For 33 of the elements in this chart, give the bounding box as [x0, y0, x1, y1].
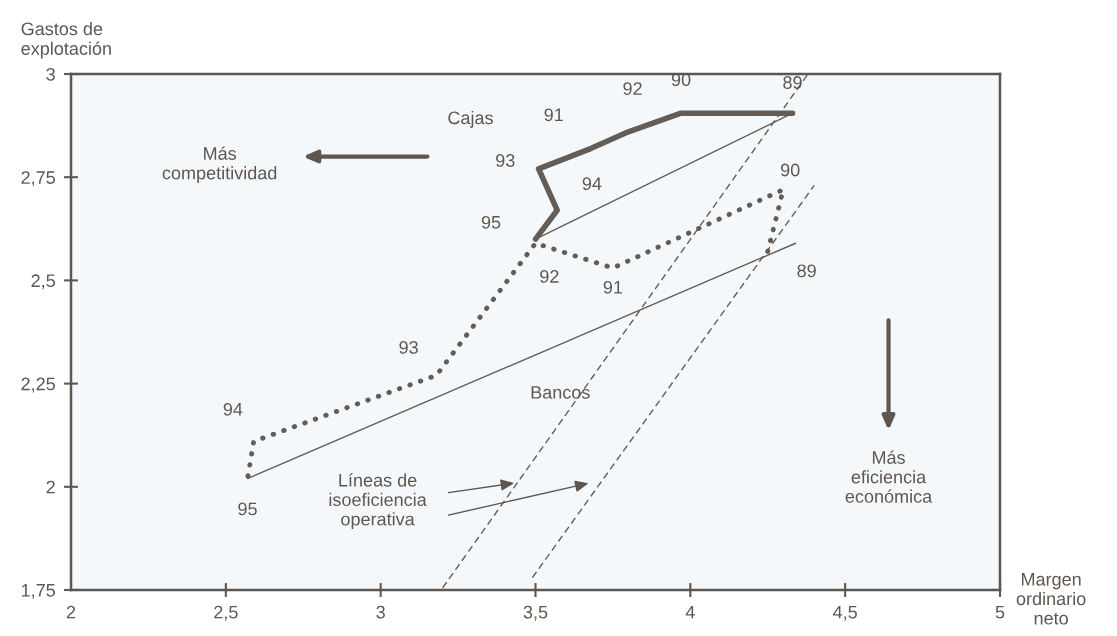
- y-tick-label: 1,75: [21, 584, 55, 599]
- annotation: 89: [797, 264, 816, 278]
- annotation: 91: [603, 280, 623, 294]
- annotation: Líneas de isoeficiencia operativa: [329, 473, 427, 530]
- x-tick-label: 2,5: [214, 605, 238, 621]
- y-axis-title: Gastos de explotación: [21, 21, 111, 59]
- y-tick-label: 2,5: [31, 274, 55, 290]
- annotation: 92: [540, 270, 559, 283]
- y-tick-label: 2,25: [21, 377, 55, 393]
- x-tick-label: 2: [66, 605, 76, 619]
- annotation: Bancos: [531, 386, 590, 399]
- y-tick-label: 3: [46, 67, 55, 81]
- x-axis-title: Margen ordinario neto: [1016, 573, 1086, 625]
- x-tick-label: 4: [685, 605, 695, 619]
- annotation: 94: [582, 177, 602, 191]
- annotation: 95: [481, 215, 501, 229]
- annotation: Más eficiencia económica: [845, 450, 933, 503]
- annotation: 93: [399, 341, 418, 354]
- annotation: 94: [223, 402, 243, 416]
- y-tick-label: 2: [46, 480, 55, 494]
- y-tick-label: 2,75: [21, 171, 55, 187]
- annotation: Más competitividad: [162, 146, 277, 183]
- annotation: Cajas: [448, 110, 493, 128]
- annotation: 92: [623, 82, 642, 95]
- annotation: 95: [238, 502, 257, 516]
- annotation: 89: [783, 76, 802, 89]
- annotation: 93: [496, 154, 515, 167]
- annotation: 90: [780, 163, 800, 177]
- annotation: 91: [544, 108, 563, 122]
- x-tick-label: 4,5: [833, 605, 857, 621]
- x-tick-label: 3,5: [523, 605, 548, 621]
- x-tick-label: 3: [376, 605, 385, 619]
- x-tick-label: 5: [995, 605, 1005, 619]
